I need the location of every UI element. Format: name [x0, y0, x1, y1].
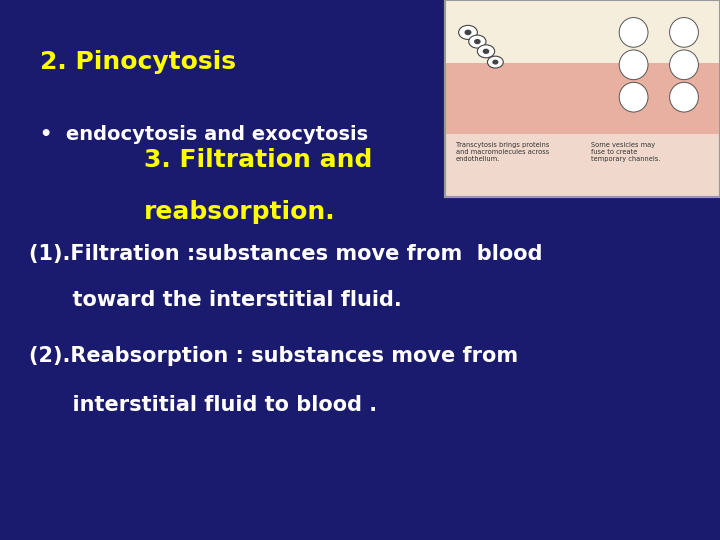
Circle shape — [459, 25, 477, 39]
Text: (2).Reabsorption : substances move from: (2).Reabsorption : substances move from — [29, 346, 518, 366]
Ellipse shape — [619, 82, 648, 112]
Ellipse shape — [670, 18, 698, 48]
Circle shape — [483, 49, 489, 53]
Text: Transcytosis brings proteins
and macromolecules across
endothelium.: Transcytosis brings proteins and macromo… — [456, 142, 549, 162]
Text: Some vesicles may
fuse to create
temporary channels.: Some vesicles may fuse to create tempora… — [590, 142, 660, 162]
Bar — [445, 63, 720, 134]
Text: 3. Filtration and: 3. Filtration and — [144, 148, 372, 172]
Text: toward the interstitial fluid.: toward the interstitial fluid. — [29, 290, 402, 310]
Circle shape — [477, 45, 495, 58]
Bar — [445, 0, 720, 75]
Ellipse shape — [619, 50, 648, 80]
Text: (1).Filtration :substances move from  blood: (1).Filtration :substances move from blo… — [29, 244, 542, 264]
Circle shape — [493, 60, 498, 64]
Text: interstitial fluid to blood .: interstitial fluid to blood . — [29, 395, 377, 415]
Text: 2. Pinocytosis: 2. Pinocytosis — [40, 50, 235, 74]
Text: •  endocytosis and exocytosis: • endocytosis and exocytosis — [40, 125, 368, 144]
Bar — [445, 0, 720, 197]
Ellipse shape — [670, 82, 698, 112]
Circle shape — [487, 56, 503, 68]
Text: reabsorption.: reabsorption. — [144, 200, 336, 224]
Circle shape — [469, 35, 486, 48]
Ellipse shape — [619, 18, 648, 48]
Bar — [445, 0, 720, 197]
Circle shape — [474, 39, 480, 44]
Circle shape — [465, 30, 471, 35]
Ellipse shape — [670, 50, 698, 80]
